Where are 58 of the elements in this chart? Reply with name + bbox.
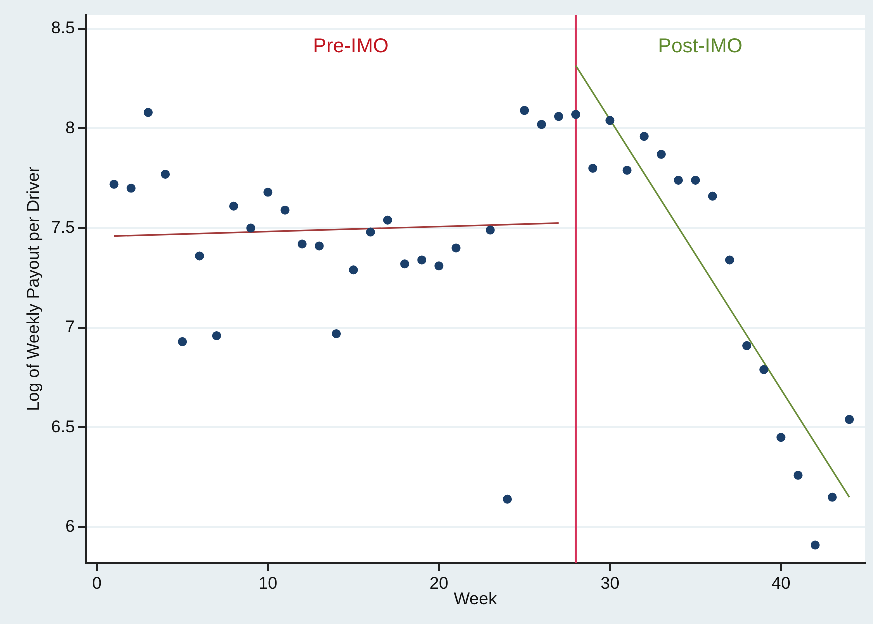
y-tick-label: 6 [66,517,76,536]
x-tick-label: 0 [92,574,102,594]
point [571,110,580,120]
x-tick-label: 40 [772,574,791,594]
point [520,106,530,116]
point [418,256,427,265]
y-tick-label: 8.5 [51,18,76,38]
point [691,176,700,185]
point [554,112,564,122]
point [486,226,495,235]
annotation: Post-IMO [658,36,743,58]
point [640,132,649,142]
point [760,365,769,374]
point [144,108,153,118]
point [195,252,204,261]
point [126,184,136,193]
point [332,329,342,338]
y-tick-label: 6.5 [51,417,76,436]
y-tick-label: 7 [66,318,76,337]
point [264,188,273,197]
point [161,170,170,179]
x-tick-label: 20 [430,574,449,594]
x-tick-label: 30 [600,574,620,594]
point [246,224,256,233]
annotation: Pre-IMO [313,36,389,58]
point [845,415,854,424]
point [110,180,119,189]
point [742,341,752,350]
y-tick-label: 7.5 [51,218,76,237]
point [366,228,376,237]
point [606,116,615,126]
point [588,164,598,173]
point [828,492,838,502]
point [622,166,632,175]
point [810,540,820,550]
point [708,192,718,201]
point [794,470,803,480]
point [656,150,666,160]
point [503,494,512,504]
point [452,244,461,253]
point [280,206,290,215]
x-tick-label: 10 [258,574,278,594]
point [776,433,786,442]
point [674,176,684,185]
point [349,266,358,275]
point [537,120,546,130]
point [314,242,324,251]
point [178,337,188,346]
point [725,256,734,265]
point [212,331,222,340]
point [229,202,238,211]
y-tick-label: 8 [66,118,76,138]
point [383,216,392,225]
x-axis-title: Week [454,589,498,608]
point [400,260,410,269]
point [434,262,444,271]
point [298,240,307,249]
y-axis-title: Log of Weekly Payout per Driver [24,166,43,412]
